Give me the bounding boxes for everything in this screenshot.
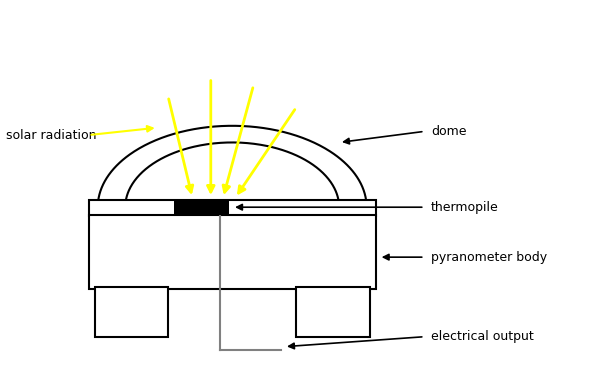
Bar [174, 200, 229, 215]
Bar [296, 287, 370, 337]
Bar [89, 200, 376, 216]
Text: electrical output: electrical output [431, 330, 533, 343]
Text: pyranometer body: pyranometer body [431, 250, 547, 264]
Text: thermopile: thermopile [431, 201, 499, 214]
Bar [95, 287, 168, 337]
Text: solar radiation: solar radiation [6, 128, 97, 142]
Text: dome: dome [431, 125, 466, 138]
Bar [89, 215, 376, 289]
